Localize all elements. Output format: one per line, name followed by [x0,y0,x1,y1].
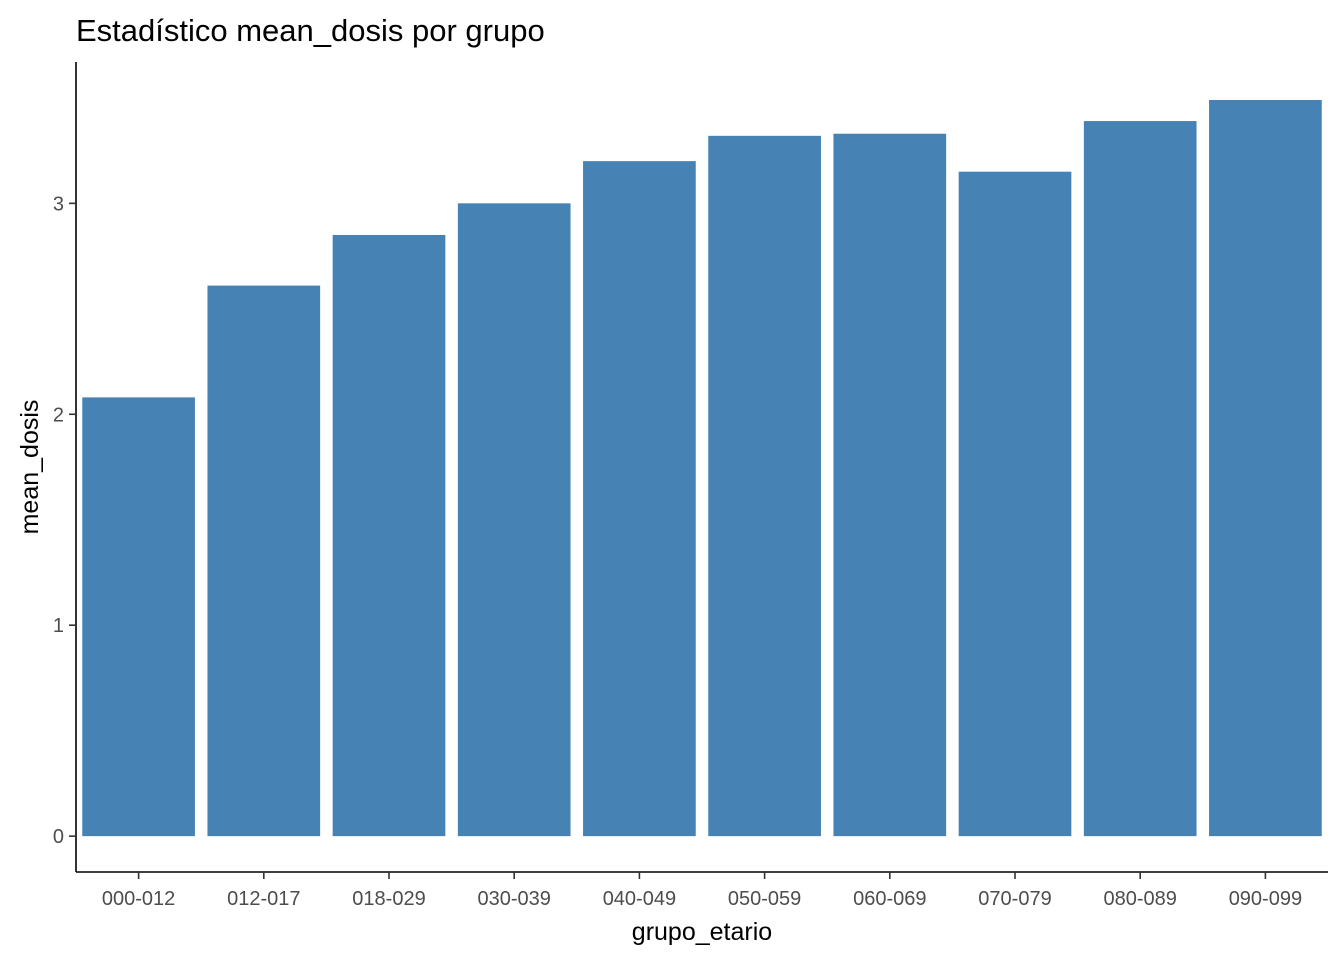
x-tick-label: 012-017 [227,888,300,910]
bar-018-029 [332,234,446,837]
x-tick-label: 018-029 [352,888,425,910]
x-tick-label: 070-079 [978,888,1051,910]
y-axis-title: mean_dosis [16,400,44,535]
y-ticks-group: 0 1 2 3 [53,193,76,848]
x-tick-label: 040-049 [603,888,676,910]
bar-040-049 [583,161,696,837]
bar-090-099 [1209,99,1322,837]
y-tick-label: 1 [53,615,64,637]
x-tick-label: 050-059 [728,888,801,910]
x-ticks-group: 000-012 012-017 018-029 030-039 040-049 050-0… [102,872,1302,910]
x-tick-label: 060-069 [853,888,926,910]
chart-title: Estadístico mean_dosis por grupo [76,13,545,48]
bar-000-012 [82,397,195,837]
x-tick-label: 000-012 [102,888,175,910]
bar-060-069 [833,133,947,837]
x-tick-label: 030-039 [477,888,550,910]
bar-050-059 [708,135,821,837]
y-tick-label: 2 [53,404,64,426]
y-tick-label: 0 [53,826,64,848]
x-tick-label: 080-089 [1103,888,1176,910]
y-tick-label: 3 [53,193,64,215]
bar-030-039 [457,203,571,837]
bars-group [82,99,1322,837]
bar-070-079 [958,171,1072,837]
x-tick-label: 090-099 [1229,888,1302,910]
bar-080-089 [1083,121,1197,837]
bar-012-017 [207,285,321,837]
x-axis-title: grupo_etario [632,918,772,946]
